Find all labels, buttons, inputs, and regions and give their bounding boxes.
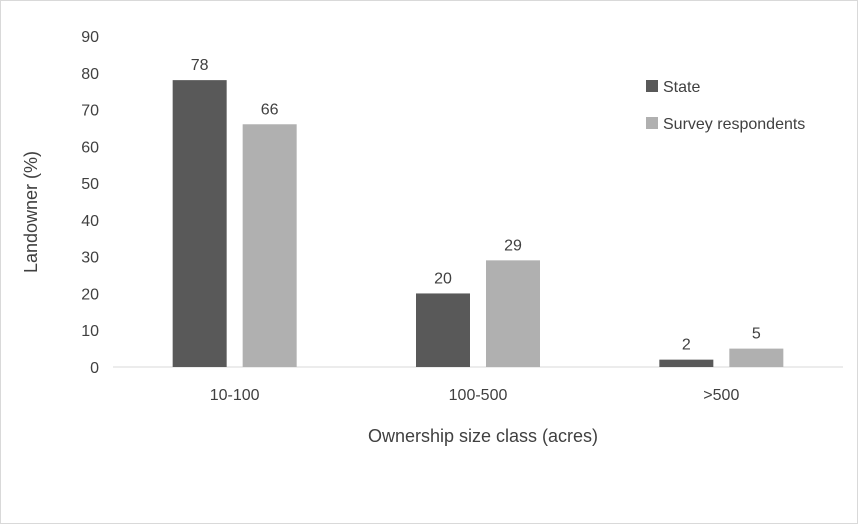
y-tick-label: 30 bbox=[81, 250, 99, 267]
x-category-label: >500 bbox=[703, 387, 739, 404]
bar-state-2 bbox=[659, 359, 714, 367]
data-label: 20 bbox=[434, 270, 452, 287]
x-axis-title: Ownership size class (acres) bbox=[368, 426, 598, 446]
legend: State Survey respondents bbox=[646, 79, 805, 133]
bar-survey-respondents-0 bbox=[242, 124, 297, 368]
data-label: 5 bbox=[752, 326, 761, 343]
y-tick-label: 70 bbox=[81, 103, 99, 120]
y-tick-label: 80 bbox=[81, 66, 99, 83]
legend-label: State bbox=[663, 79, 700, 96]
y-tick-label: 0 bbox=[90, 360, 99, 377]
x-axis-category-labels: 10-100 100-500 >500 bbox=[210, 387, 740, 404]
bar-survey-respondents-1 bbox=[486, 260, 540, 367]
legend-label: Survey respondents bbox=[663, 116, 805, 133]
bar-state-0 bbox=[172, 80, 227, 367]
y-tick-label: 20 bbox=[81, 286, 99, 303]
data-label: 78 bbox=[191, 57, 209, 74]
data-label: 66 bbox=[261, 101, 279, 118]
y-tick-label: 50 bbox=[81, 176, 99, 193]
y-tick-label: 10 bbox=[81, 323, 99, 340]
y-tick-label: 90 bbox=[81, 29, 99, 46]
legend-swatch-state bbox=[646, 80, 658, 92]
bars: 78 66 20 29 2 5 bbox=[172, 57, 784, 368]
y-axis-title: Landowner (%) bbox=[21, 151, 41, 273]
y-axis-ticks: 0 10 20 30 40 50 60 70 80 90 bbox=[81, 29, 99, 377]
bar-state-1 bbox=[416, 293, 470, 367]
data-label: 2 bbox=[682, 337, 691, 354]
y-tick-label: 60 bbox=[81, 139, 99, 156]
bar-survey-respondents-2 bbox=[729, 348, 784, 367]
y-tick-label: 40 bbox=[81, 213, 99, 230]
data-label: 29 bbox=[504, 237, 522, 254]
legend-swatch-survey-respondents bbox=[646, 117, 658, 129]
x-category-label: 10-100 bbox=[210, 387, 260, 404]
x-category-label: 100-500 bbox=[449, 387, 508, 404]
